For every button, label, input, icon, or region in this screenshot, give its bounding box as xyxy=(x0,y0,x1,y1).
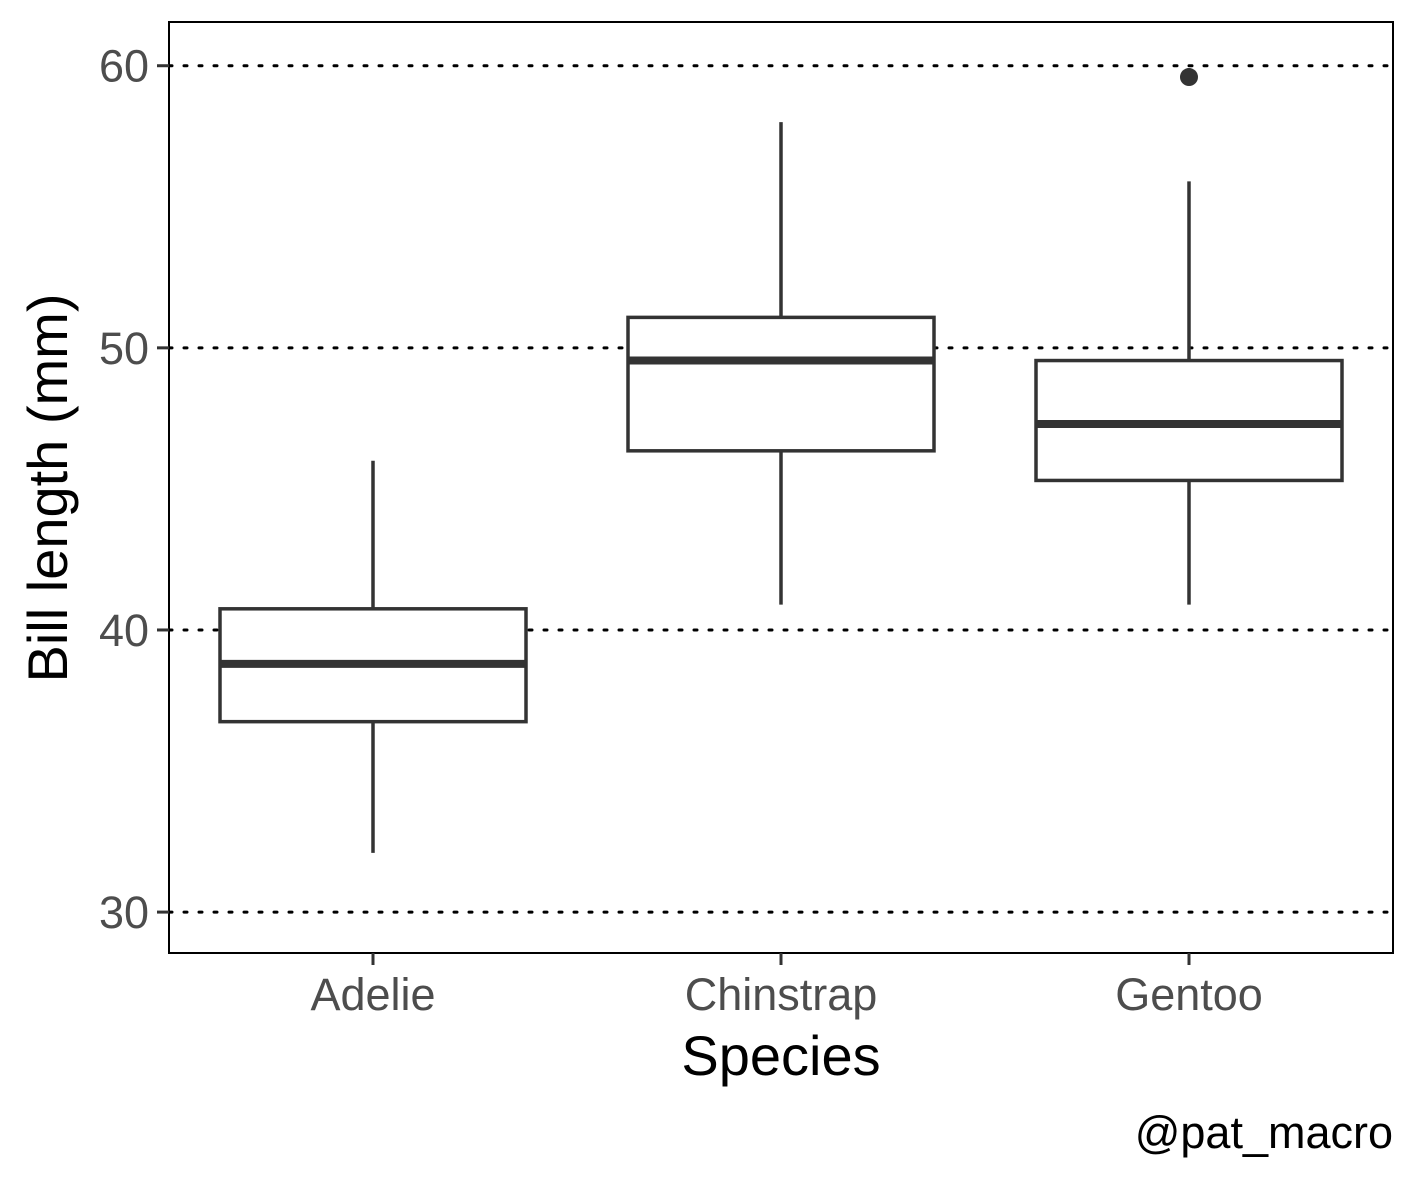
y-tick-label: 50 xyxy=(99,323,149,374)
outlier-point xyxy=(1180,68,1198,87)
y-tick-label: 30 xyxy=(99,887,149,938)
caption: @pat_macro xyxy=(1135,1107,1393,1158)
x-tick-label-gentoo: Gentoo xyxy=(1115,969,1263,1020)
x-tick-label-adelie: Adelie xyxy=(310,969,435,1020)
x-axis-title: Species xyxy=(681,1024,880,1087)
iqr-box xyxy=(626,315,936,453)
y-tick-label: 60 xyxy=(99,41,149,92)
box-gentoo xyxy=(1034,68,1344,605)
box-chinstrap xyxy=(626,122,936,605)
axis-layer: 30 40 50 60 Adelie Chinstrap Gentoo xyxy=(99,41,1263,1020)
box-layer xyxy=(218,68,1344,853)
x-tick-label-chinstrap: Chinstrap xyxy=(685,969,878,1020)
y-tick-label: 40 xyxy=(99,605,149,656)
box-adelie xyxy=(218,460,528,853)
y-axis-title: Bill length (mm) xyxy=(16,294,79,683)
